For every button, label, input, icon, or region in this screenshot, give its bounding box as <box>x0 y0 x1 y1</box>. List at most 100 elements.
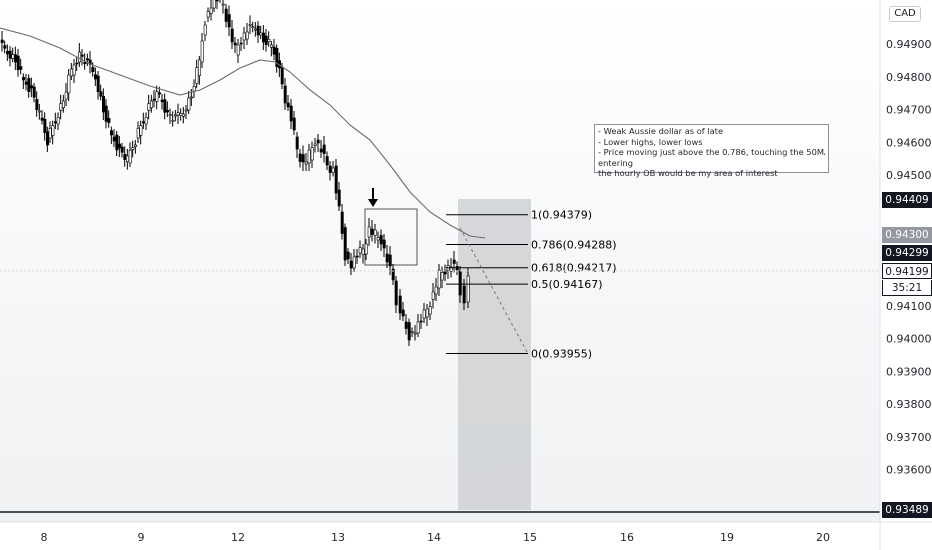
candle-body <box>128 150 132 164</box>
candle <box>168 108 172 124</box>
candle-body <box>325 156 329 166</box>
note-line-5: the hourly OB would be my area of intere… <box>598 168 778 178</box>
candle-body <box>289 105 293 122</box>
candle-body <box>115 134 119 151</box>
candle <box>203 21 207 41</box>
candle-body <box>434 286 438 295</box>
candle <box>230 20 234 49</box>
candle <box>416 314 420 337</box>
candle <box>0 31 4 52</box>
candle-body <box>120 146 124 153</box>
candle-body <box>134 144 138 147</box>
price-tick-label: 0.94600 <box>886 136 932 149</box>
candle-body <box>337 189 341 207</box>
candle <box>455 261 459 275</box>
candle-body <box>152 98 156 101</box>
price-tick-label: 0.93900 <box>886 365 932 378</box>
candle <box>322 136 326 163</box>
candle-body <box>316 139 320 144</box>
candle <box>267 31 271 47</box>
candle-body <box>168 114 172 116</box>
candle <box>340 204 344 240</box>
candle-body <box>440 272 444 281</box>
candle-body <box>227 14 231 28</box>
candle <box>401 302 405 321</box>
time-tick-label: 13 <box>331 531 345 544</box>
candle-body <box>27 78 31 92</box>
candle-body <box>349 260 353 269</box>
candle-body <box>184 109 188 112</box>
candle-body <box>187 97 191 111</box>
price-tick-label: 0.93700 <box>886 431 932 444</box>
candles <box>0 0 470 346</box>
fib-level-label: 0.786(0.94288) <box>531 238 617 251</box>
candle-body <box>230 28 234 43</box>
candle <box>27 74 31 98</box>
candle-body <box>48 128 52 139</box>
candle-body <box>254 28 258 31</box>
candle-body <box>209 7 213 14</box>
candle-body <box>215 0 219 2</box>
analysis-note[interactable]: - Weak Aussie dollar as of late - Lower … <box>594 124 829 178</box>
candle-body <box>322 144 326 154</box>
candle-body <box>166 110 170 113</box>
candle <box>139 120 143 145</box>
candle-body <box>264 35 268 45</box>
candle-body <box>221 3 225 6</box>
candle-body <box>195 67 199 84</box>
candle-body <box>431 291 435 300</box>
candle <box>428 301 432 320</box>
candle-body <box>67 74 71 94</box>
candle-body <box>466 275 470 303</box>
candle <box>209 0 213 21</box>
candle-body <box>413 332 417 335</box>
candle <box>295 132 299 158</box>
candle <box>187 91 191 114</box>
candle <box>391 264 395 285</box>
candle-body <box>94 74 98 80</box>
candle-body <box>275 48 279 67</box>
candle-body <box>64 91 68 100</box>
candle-body <box>54 121 58 124</box>
candle <box>304 153 308 171</box>
candle-body <box>104 105 108 122</box>
candle <box>440 266 444 288</box>
candle <box>99 84 103 101</box>
candle-body <box>139 125 143 136</box>
candle <box>78 43 82 67</box>
candle <box>80 49 84 66</box>
projection-zone <box>458 199 531 510</box>
candle-body <box>123 154 127 160</box>
candle <box>376 231 380 248</box>
candle-body <box>19 66 23 70</box>
candle <box>236 39 240 63</box>
candle-body <box>182 113 186 117</box>
candle-body <box>16 55 20 70</box>
candle <box>3 40 7 54</box>
candle <box>239 37 243 51</box>
candle <box>128 142 132 167</box>
candle-body <box>295 136 299 150</box>
candle <box>301 145 305 171</box>
candle-body <box>147 103 151 111</box>
candle-body <box>8 50 12 59</box>
candle <box>325 151 329 170</box>
candle-body <box>286 102 290 108</box>
price-tick-label: 0.94000 <box>886 333 932 346</box>
candle-body <box>239 42 243 45</box>
currency-label[interactable]: CAD <box>889 6 921 22</box>
candle <box>431 283 435 309</box>
candle-body <box>171 120 175 122</box>
candle <box>56 112 60 130</box>
candle-body <box>110 130 114 136</box>
fib-level-label: 0.5(0.94167) <box>531 278 603 291</box>
candle-body <box>24 81 28 85</box>
candle-body <box>331 167 335 173</box>
candle-body <box>367 226 371 238</box>
time-tick-label: 12 <box>231 531 245 544</box>
candle <box>310 141 314 168</box>
fib-level-label: 0.618(0.94217) <box>531 262 617 275</box>
candle-body <box>319 148 323 153</box>
candle <box>212 0 216 12</box>
